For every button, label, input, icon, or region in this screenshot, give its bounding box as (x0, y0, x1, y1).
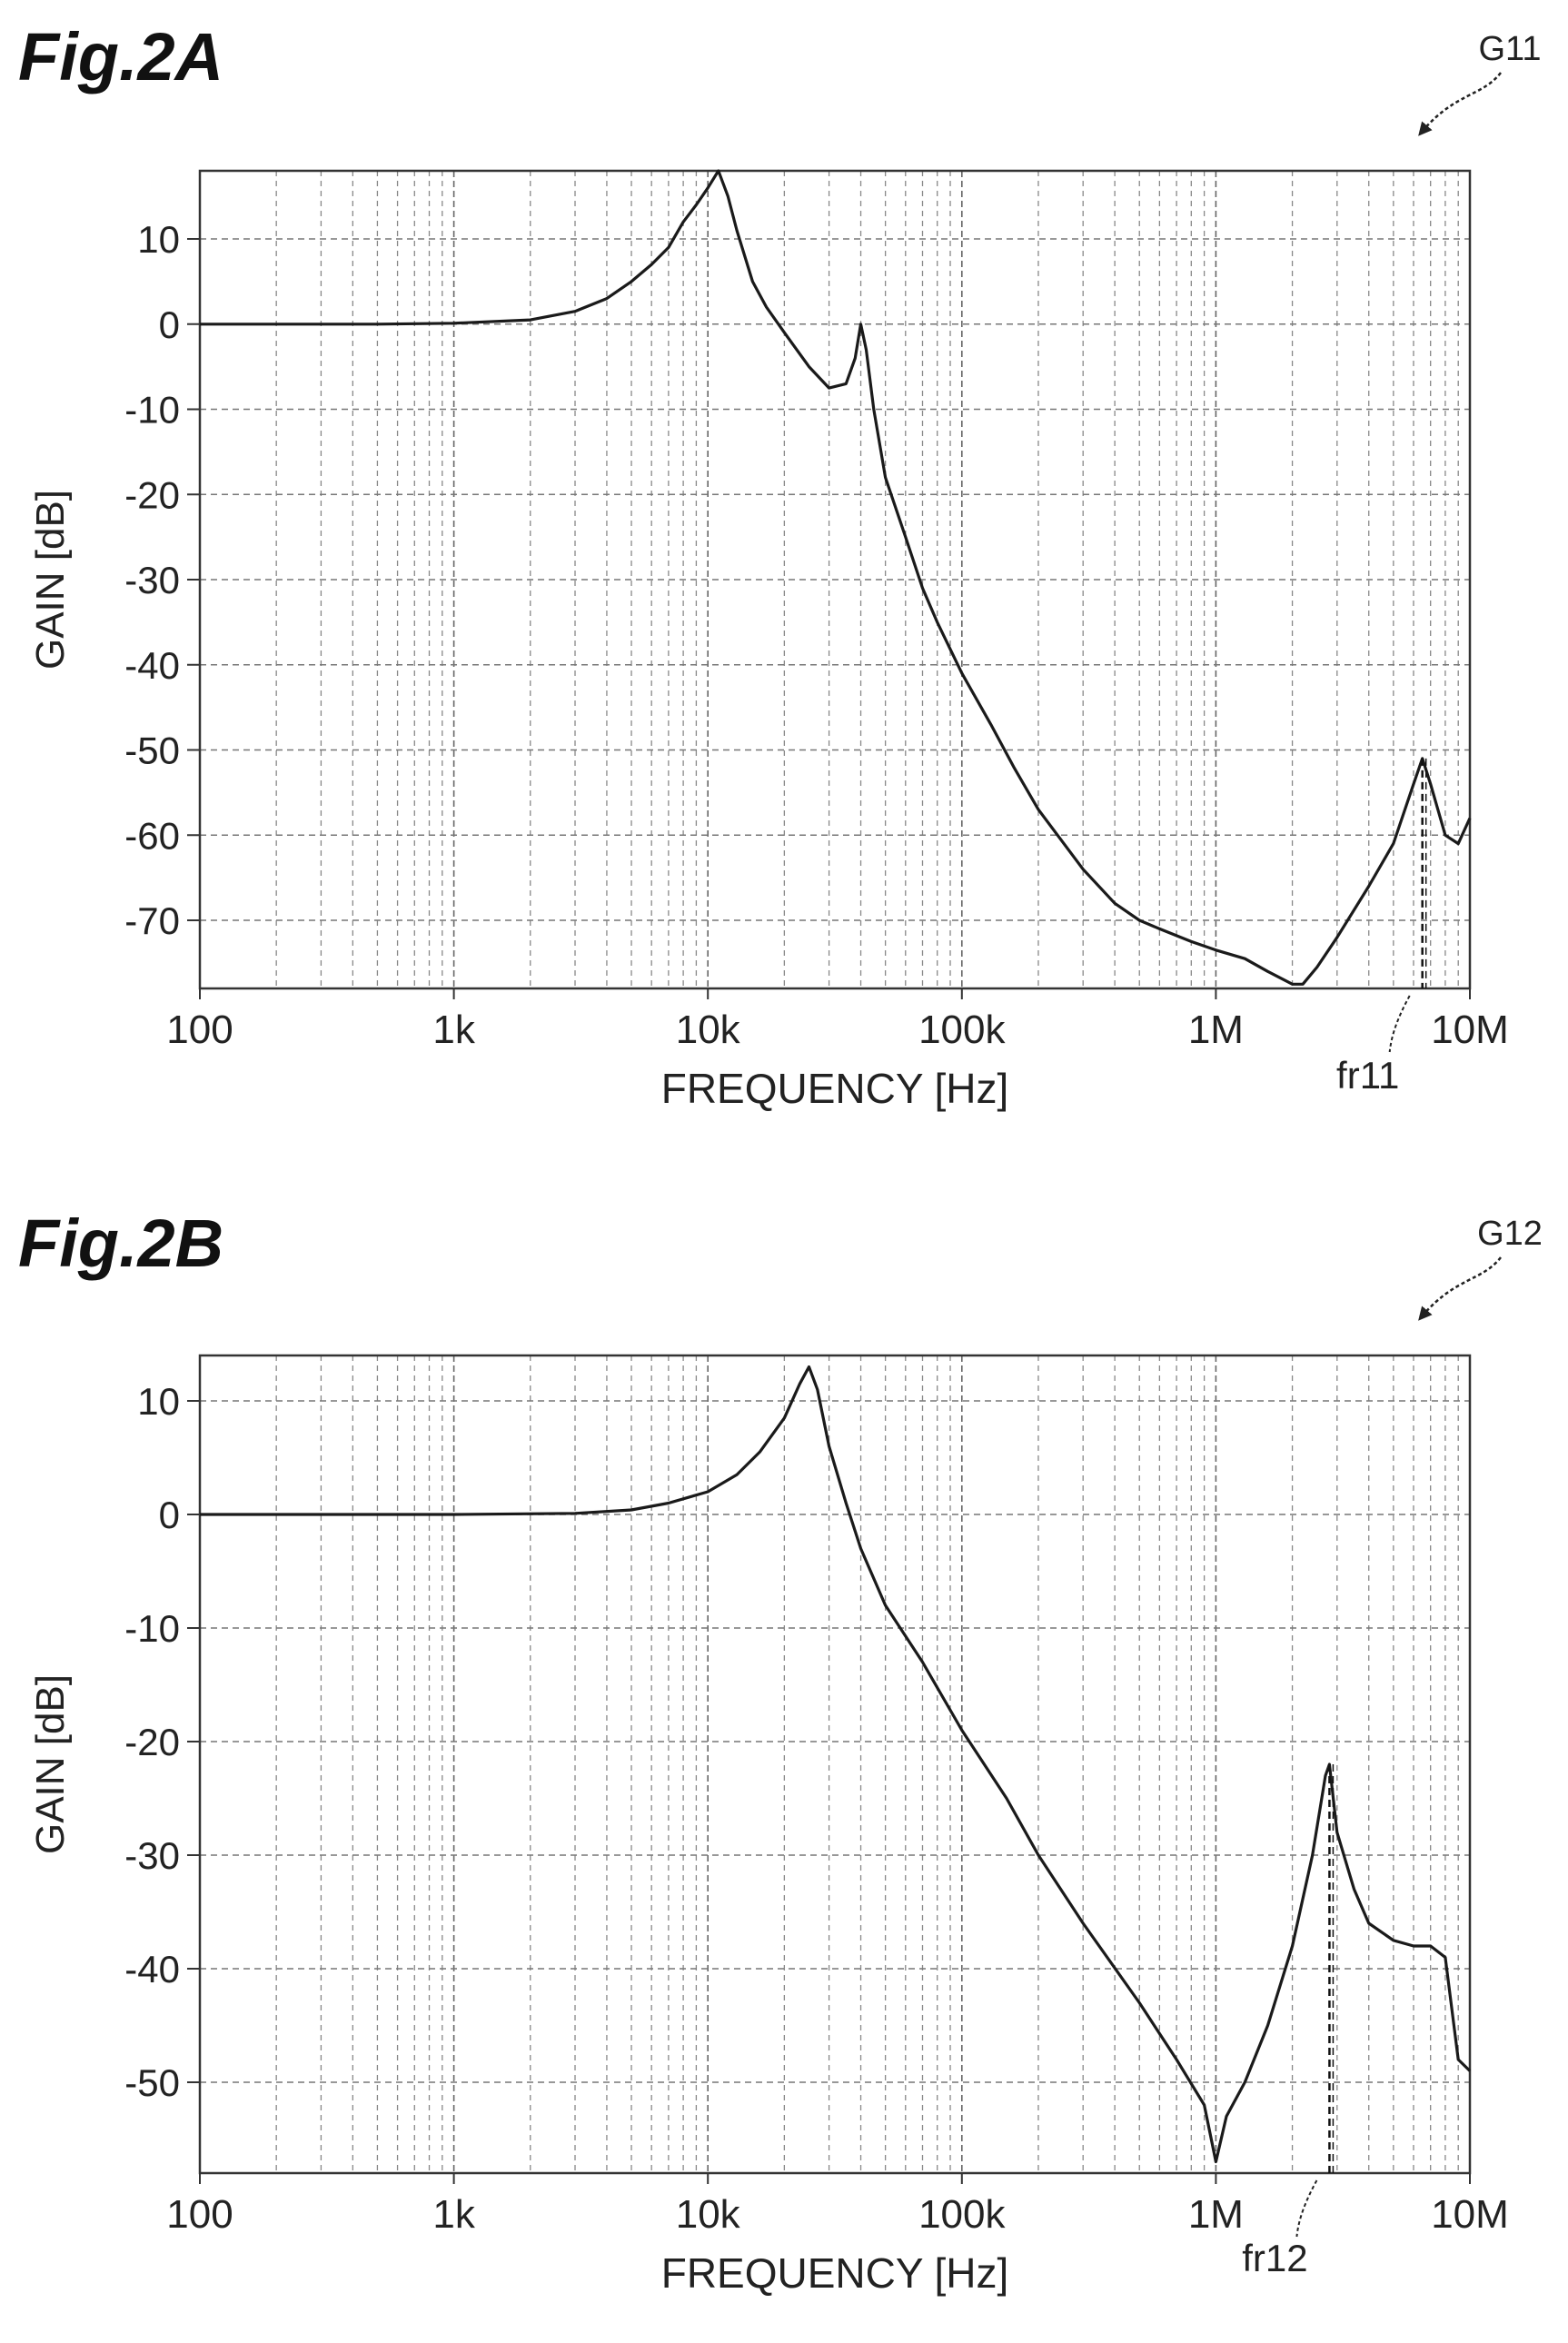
graph-ref-arrow (1418, 72, 1502, 136)
x-tick-label: 1M (1188, 2192, 1244, 2237)
x-tick-label: 1k (432, 2192, 475, 2237)
y-tick-label: -50 (124, 2061, 180, 2104)
y-axis-label: GAIN [dB] (28, 1674, 73, 1854)
marker-label: fr11 (1336, 1054, 1399, 1097)
plot-frame (198, 1354, 1472, 2175)
y-tick-label: -70 (124, 899, 180, 942)
x-axis-label: FREQUENCY [Hz] (661, 2249, 1009, 2297)
y-tick-label: -10 (124, 1607, 180, 1650)
figure-title: Fig.2B (18, 1206, 223, 1281)
y-tick-label: -30 (124, 559, 180, 601)
y-tick-label: -40 (124, 644, 180, 687)
x-tick-label: 1k (432, 1008, 475, 1052)
x-tick-label: 10M (1431, 2192, 1509, 2237)
graph-ref-arrow (1418, 1256, 1502, 1321)
marker-leader-line (1295, 2179, 1318, 2238)
x-tick-label: 10k (676, 1008, 741, 1052)
x-tick-label: 100 (166, 1008, 233, 1052)
marker-leader-line (1388, 995, 1411, 1053)
marker-label: fr12 (1242, 2237, 1307, 2279)
y-tick-label: -40 (124, 1948, 180, 1991)
y-tick-label: -20 (124, 473, 180, 516)
graph-ref-label: G11 (1478, 30, 1541, 68)
y-tick-label: 10 (137, 1380, 180, 1423)
y-axis-label: GAIN [dB] (28, 490, 73, 670)
graph-ref-label: G12 (1477, 1215, 1543, 1253)
y-tick-label: -60 (124, 814, 180, 857)
x-tick-label: 10k (676, 2192, 741, 2237)
x-tick-label: 100k (918, 1008, 1006, 1052)
x-tick-label: 100k (918, 2192, 1006, 2237)
x-tick-label: 1M (1188, 1008, 1244, 1052)
y-tick-label: -30 (124, 1834, 180, 1877)
y-tick-label: -50 (124, 730, 180, 772)
figure-title: Fig.2A (18, 19, 223, 94)
y-tick-label: -20 (124, 1721, 180, 1763)
y-tick-label: 0 (159, 303, 180, 346)
y-tick-label: 10 (137, 218, 180, 261)
x-tick-label: 10M (1431, 1008, 1509, 1052)
x-tick-label: 100 (166, 2192, 233, 2237)
x-axis-label: FREQUENCY [Hz] (661, 1065, 1009, 1112)
series-line (200, 1365, 1472, 2164)
y-tick-label: -10 (124, 389, 180, 432)
series-line (200, 169, 1472, 986)
y-tick-label: 0 (159, 1494, 180, 1536)
